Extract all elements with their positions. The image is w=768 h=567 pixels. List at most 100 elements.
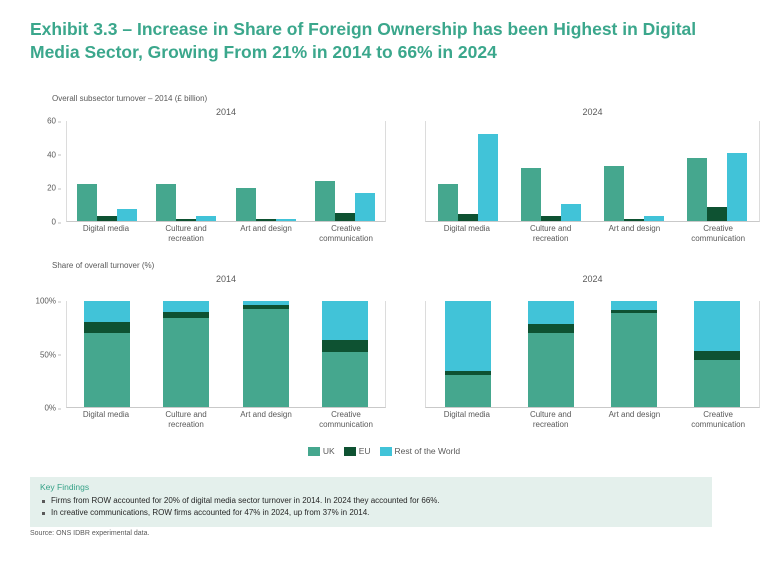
segment-uk <box>242 309 289 407</box>
y-axis-tick-label: 100% <box>35 296 62 306</box>
plot-area <box>425 121 760 222</box>
bar-rest-of-the-world <box>727 152 748 221</box>
category-label: Art and design <box>608 410 661 419</box>
segment-rest-of-the-world <box>242 301 289 306</box>
segment-rest-of-the-world <box>611 301 658 310</box>
legend-label: Rest of the World <box>394 446 461 456</box>
category-label: Digital media <box>443 224 490 233</box>
stacked-bar <box>163 301 210 407</box>
stacked-bar <box>527 301 574 407</box>
stacked-bar <box>444 301 491 407</box>
key-findings-box: Key Findings Firms from ROW accounted fo… <box>30 477 712 527</box>
key-findings-list: Firms from ROW accounted for 20% of digi… <box>40 495 702 520</box>
segment-rest-of-the-world <box>163 301 210 312</box>
category-label: Art and design <box>608 224 661 233</box>
bar-eu <box>176 218 197 221</box>
turnover-panels: 2014 0 20 40 60 Digital media Culture and re… <box>30 107 762 245</box>
plot-area <box>425 301 760 408</box>
plot-area <box>66 301 386 408</box>
category-label: Creative communication <box>319 224 373 244</box>
bar-uk <box>156 184 177 221</box>
legend-label: EU <box>358 446 371 456</box>
legend-swatch-uk <box>307 446 320 456</box>
plot-area <box>66 121 386 222</box>
segment-eu <box>322 340 369 352</box>
bar-group-digital-media <box>67 121 147 221</box>
bar-uk <box>315 181 336 221</box>
turnover-panel-2014: 2014 0 20 40 60 Digital media Culture and re… <box>30 107 386 245</box>
bar-group-creative-communication <box>676 301 759 407</box>
category-axis: Digital media Culture and recreation Art a… <box>66 224 386 245</box>
bar-eu <box>255 219 276 221</box>
share-panels: 2014 0% 50% 100% Digital media Culture and … <box>30 274 762 431</box>
bar-rest-of-the-world <box>275 219 296 221</box>
segment-eu <box>527 324 574 333</box>
legend: UK EU Rest of the World <box>0 446 768 456</box>
y-axis-tick-label: 20 <box>47 183 61 193</box>
segment-eu <box>444 370 491 376</box>
bar-eu <box>457 214 478 221</box>
turnover-chart-section: Overall subsector turnover – 2014 (£ bil… <box>30 94 762 245</box>
legend-item-eu: EU <box>343 446 371 456</box>
stacked-bar <box>322 301 369 407</box>
bar-eu <box>707 206 728 221</box>
category-label: Digital media <box>443 410 490 419</box>
segment-eu <box>242 305 289 310</box>
bar-uk <box>437 183 458 221</box>
category-label: Art and design <box>240 224 292 233</box>
segment-rest-of-the-world <box>322 301 369 341</box>
bar-group-art-and-design <box>226 301 306 407</box>
bar-group-culture-and-recreation <box>509 301 592 407</box>
panel-title: 2014 <box>215 107 237 117</box>
legend-item-uk: UK <box>307 446 335 456</box>
y-axis-tick-label: 0% <box>44 403 61 413</box>
bar-eu <box>624 219 645 221</box>
category-label: Culture and recreation <box>165 410 207 430</box>
bar-group-creative-communication <box>306 301 386 407</box>
category-axis: Digital media Culture and recreation Art a… <box>425 410 760 431</box>
segment-eu <box>611 309 658 313</box>
legend-swatch-eu <box>343 446 356 456</box>
y-axis-tick-label: 60 <box>47 116 61 126</box>
bar-uk <box>687 157 708 221</box>
category-label: Digital media <box>82 224 130 233</box>
category-label: Culture and recreation <box>529 410 572 430</box>
category-label: Creative communication <box>691 410 746 430</box>
legend-item-rest-of-the-world: Rest of the World <box>379 446 461 456</box>
key-finding-bullet: Firms from ROW accounted for 20% of digi… <box>40 495 702 507</box>
share-axis-label: Share of overall turnover (%) <box>52 261 155 270</box>
key-finding-bullet: In creative communications, ROW firms ac… <box>40 507 702 519</box>
bar-rest-of-the-world <box>560 204 581 221</box>
segment-rest-of-the-world <box>694 301 741 351</box>
category-label: Creative communication <box>691 224 746 244</box>
y-axis-tick-label: 50% <box>39 350 62 359</box>
turnover-axis-label: Overall subsector turnover – 2014 (£ bil… <box>52 94 208 103</box>
segment-rest-of-the-world <box>83 301 130 323</box>
segment-rest-of-the-world <box>444 301 491 371</box>
y-axis-tick-label: 40 <box>47 150 61 160</box>
stacked-bar <box>611 301 658 407</box>
segment-eu <box>694 350 741 361</box>
segment-uk <box>527 332 574 407</box>
bar-group-creative-communication <box>676 121 759 221</box>
bar-group-art-and-design <box>593 121 676 221</box>
bar-eu <box>540 216 561 221</box>
panel-title: 2014 <box>215 274 237 284</box>
bar-group-culture-and-recreation <box>509 121 592 221</box>
key-findings-heading: Key Findings <box>40 482 90 492</box>
bar-eu <box>335 212 356 221</box>
bar-group-digital-media <box>67 301 147 407</box>
bar-rest-of-the-world <box>116 209 137 221</box>
segment-uk <box>611 312 658 407</box>
bar-rest-of-the-world <box>355 192 376 221</box>
segment-eu <box>83 322 130 333</box>
bar-uk <box>520 167 541 221</box>
panel-title: 2024 <box>582 107 603 117</box>
category-label: Culture and recreation <box>529 224 572 244</box>
bar-rest-of-the-world <box>644 216 665 221</box>
bar-rest-of-the-world <box>196 216 217 221</box>
bar-uk <box>76 183 97 221</box>
category-label: Culture and recreation <box>165 224 207 244</box>
segment-rest-of-the-world <box>527 301 574 325</box>
